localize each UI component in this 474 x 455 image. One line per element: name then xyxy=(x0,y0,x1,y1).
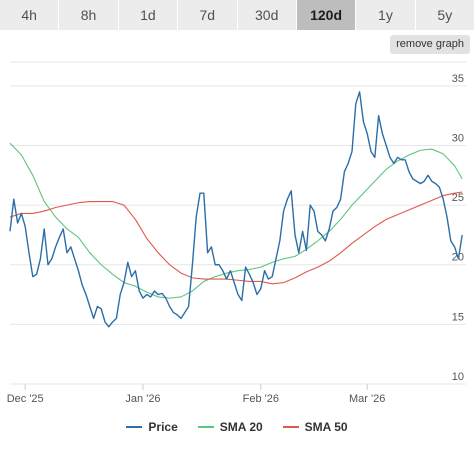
x-tick-label-0: Dec '25 xyxy=(7,393,44,405)
legend-swatch-sma-50 xyxy=(282,426,299,428)
legend-item-sma-20[interactable]: SMA 20 xyxy=(197,420,263,434)
tab-1y[interactable]: 1y xyxy=(356,0,416,30)
chart-series xyxy=(9,91,463,328)
series-line-sma-50 xyxy=(9,191,463,285)
y-tick-label-30: 30 xyxy=(452,132,464,144)
legend-item-sma-50[interactable]: SMA 50 xyxy=(282,420,348,434)
series-line-price xyxy=(9,91,463,328)
y-tick-label-10: 10 xyxy=(452,371,464,383)
x-axis-ticks: Dec '25 Jan '26 Feb '26 Mar '26 xyxy=(7,393,386,405)
tab-5y[interactable]: 5y xyxy=(437,7,453,23)
legend-item-price[interactable]: Price xyxy=(126,420,178,434)
y-tick-label-15: 15 xyxy=(452,311,464,323)
legend-label-sma-50: SMA 50 xyxy=(304,420,348,434)
remove-graph-button[interactable]: remove graph xyxy=(390,35,470,54)
x-tick-label-1: Jan '26 xyxy=(125,393,160,405)
legend-label-price: Price xyxy=(148,420,178,434)
tab-30d[interactable]: 30d xyxy=(238,0,297,30)
x-tick-label-2: Feb '26 xyxy=(243,393,279,405)
y-tick-label-35: 35 xyxy=(452,73,464,85)
tab-8h[interactable]: 8h xyxy=(59,0,119,30)
tab-1d[interactable]: 1d xyxy=(119,0,179,30)
series-line-sma-20 xyxy=(9,142,463,299)
legend-label-sma-20: SMA 20 xyxy=(219,420,263,434)
tab-7d[interactable]: 7d xyxy=(178,0,238,30)
tab-4h[interactable]: 4h xyxy=(0,0,60,30)
timeframe-tabs: 4h 8h 1d 7d 30d 120d 1y 5y xyxy=(0,0,474,30)
chart-legend: Price SMA 20 SMA 50 xyxy=(0,420,474,434)
chart-gridlines xyxy=(10,61,466,390)
x-tick-label-3: Mar '26 xyxy=(349,393,385,405)
y-tick-label-25: 25 xyxy=(452,192,464,204)
legend-swatch-price xyxy=(126,426,143,428)
legend-swatch-sma-20 xyxy=(197,426,214,428)
tab-120d[interactable]: 120d xyxy=(296,0,357,30)
